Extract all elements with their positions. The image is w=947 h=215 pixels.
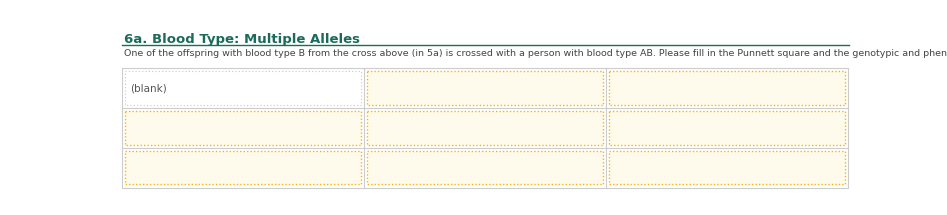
Bar	[610, 71, 846, 105]
Bar	[367, 111, 603, 145]
Text: One of the offspring with blood type B from the cross above (in 5a) is crossed w: One of the offspring with blood type B f…	[124, 49, 947, 58]
Bar	[125, 71, 361, 105]
Bar	[610, 111, 846, 145]
Bar	[125, 111, 361, 145]
Text: (blank): (blank)	[130, 83, 167, 93]
Text: 6a. Blood Type: Multiple Alleles: 6a. Blood Type: Multiple Alleles	[124, 34, 360, 46]
Bar	[125, 151, 361, 184]
Bar	[122, 68, 849, 187]
Bar	[610, 151, 846, 184]
Bar	[367, 71, 603, 105]
Bar	[367, 151, 603, 184]
